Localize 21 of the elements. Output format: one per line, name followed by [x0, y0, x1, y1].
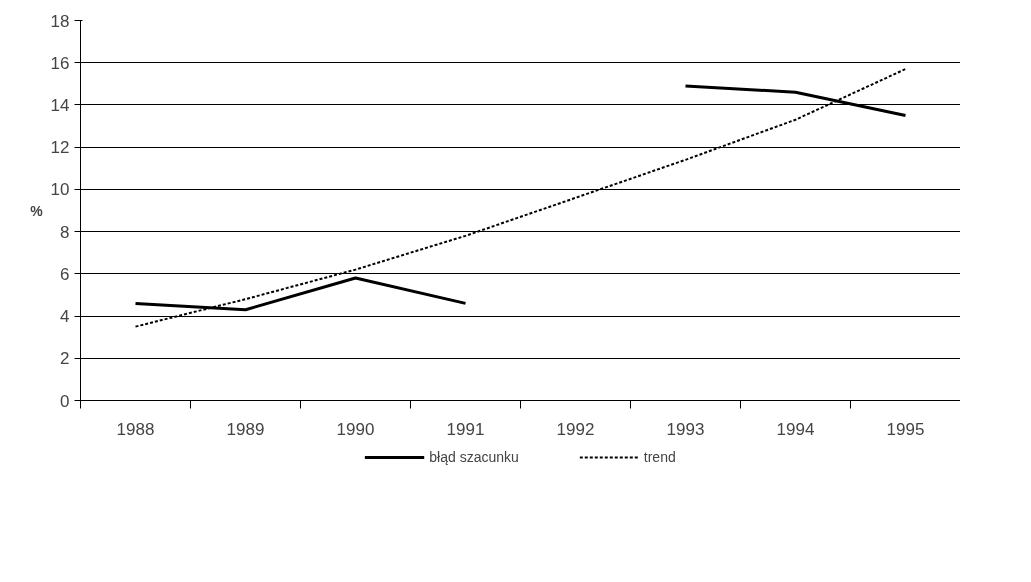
x-tick-label: 1993 [666, 419, 705, 439]
y-tick-label: 2 [60, 349, 70, 369]
x-tick-label: 1994 [776, 419, 815, 439]
y-tick-label: 18 [50, 11, 70, 31]
y-tick-label: 14 [50, 95, 70, 115]
y-tick-label: 8 [60, 222, 70, 242]
x-tick-label: 1991 [446, 419, 485, 439]
y-tick-label: 4 [60, 307, 70, 327]
legend-label: błąd szacunku [429, 449, 519, 465]
y-tick-label: 6 [60, 264, 70, 284]
x-tick-label: 1988 [116, 419, 155, 439]
y-tick-label: 16 [50, 53, 70, 73]
x-tick-label: 1992 [556, 419, 595, 439]
legend-label: trend [643, 449, 676, 465]
y-tick-label: 12 [50, 138, 70, 158]
y-tick-label: 0 [60, 391, 70, 411]
x-tick-label: 1989 [226, 419, 265, 439]
x-tick-label: 1995 [886, 419, 925, 439]
y-tick-label: 10 [50, 180, 70, 200]
y-axis-title: % [30, 202, 44, 219]
x-tick-label: 1990 [336, 419, 375, 439]
